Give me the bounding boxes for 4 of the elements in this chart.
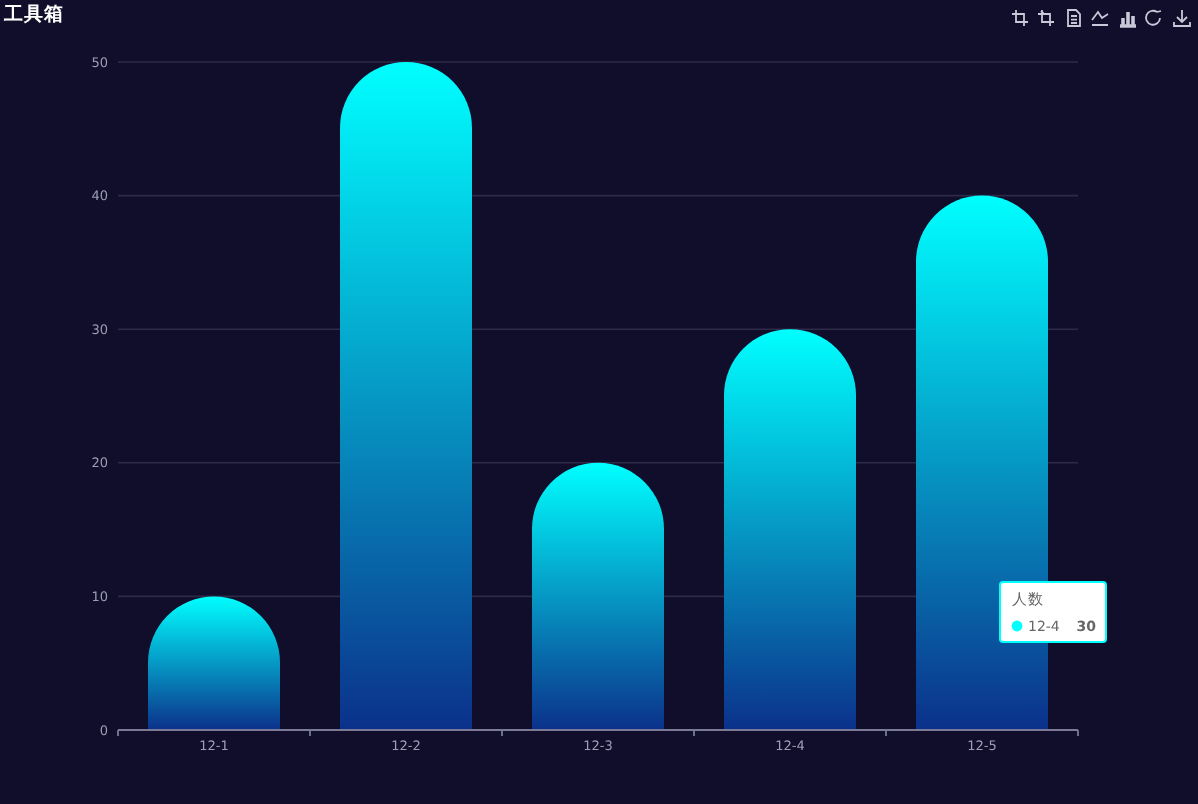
chart-title: 工具箱 — [2, 2, 64, 26]
bar — [724, 329, 856, 730]
bar — [340, 62, 472, 730]
bar — [532, 462, 664, 730]
